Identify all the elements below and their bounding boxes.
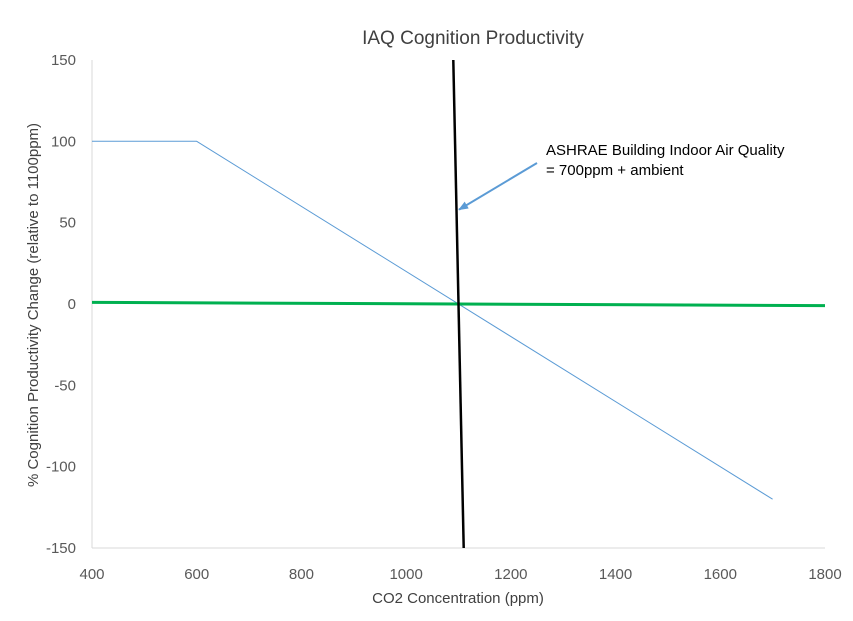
y-axis-label: % Cognition Productivity Change (relativ… [25,123,42,487]
y-tick-label: 50 [59,215,76,232]
x-tick-label: 1600 [704,566,737,583]
x-tick-label: 1800 [808,566,841,583]
x-tick-label: 800 [289,566,314,583]
annotation: ASHRAE Building Indoor Air Quality = 700p… [458,142,785,211]
x-tick-label: 1200 [494,566,527,583]
y-tick-label: 0 [68,296,76,313]
x-tick-label: 1000 [389,566,422,583]
series-line-3 [452,59,465,549]
annotation-text-line: = 700ppm + ambient [546,162,684,179]
y-tick-label: 100 [51,133,76,150]
y-tick-label: -150 [46,540,76,557]
chart-title: IAQ Cognition Productivity [362,28,584,49]
tick-labels: 400 600 800 1000 1200 1400 1600 1800 150 100 50 0 -5… [46,52,842,583]
annotation-arrow [458,162,538,211]
y-tick-label: 150 [51,52,76,69]
x-tick-label: 1400 [599,566,632,583]
annotation-text-line: ASHRAE Building Indoor Air Quality [546,142,785,159]
y-tick-label: -50 [54,377,76,394]
x-tick-label: 400 [79,566,104,583]
y-tick-label: -100 [46,459,76,476]
x-tick-label: 600 [184,566,209,583]
series-layer [91,59,826,549]
series-line-1 [92,140,773,500]
x-axis-label: CO2 Concentration (ppm) [372,590,544,607]
